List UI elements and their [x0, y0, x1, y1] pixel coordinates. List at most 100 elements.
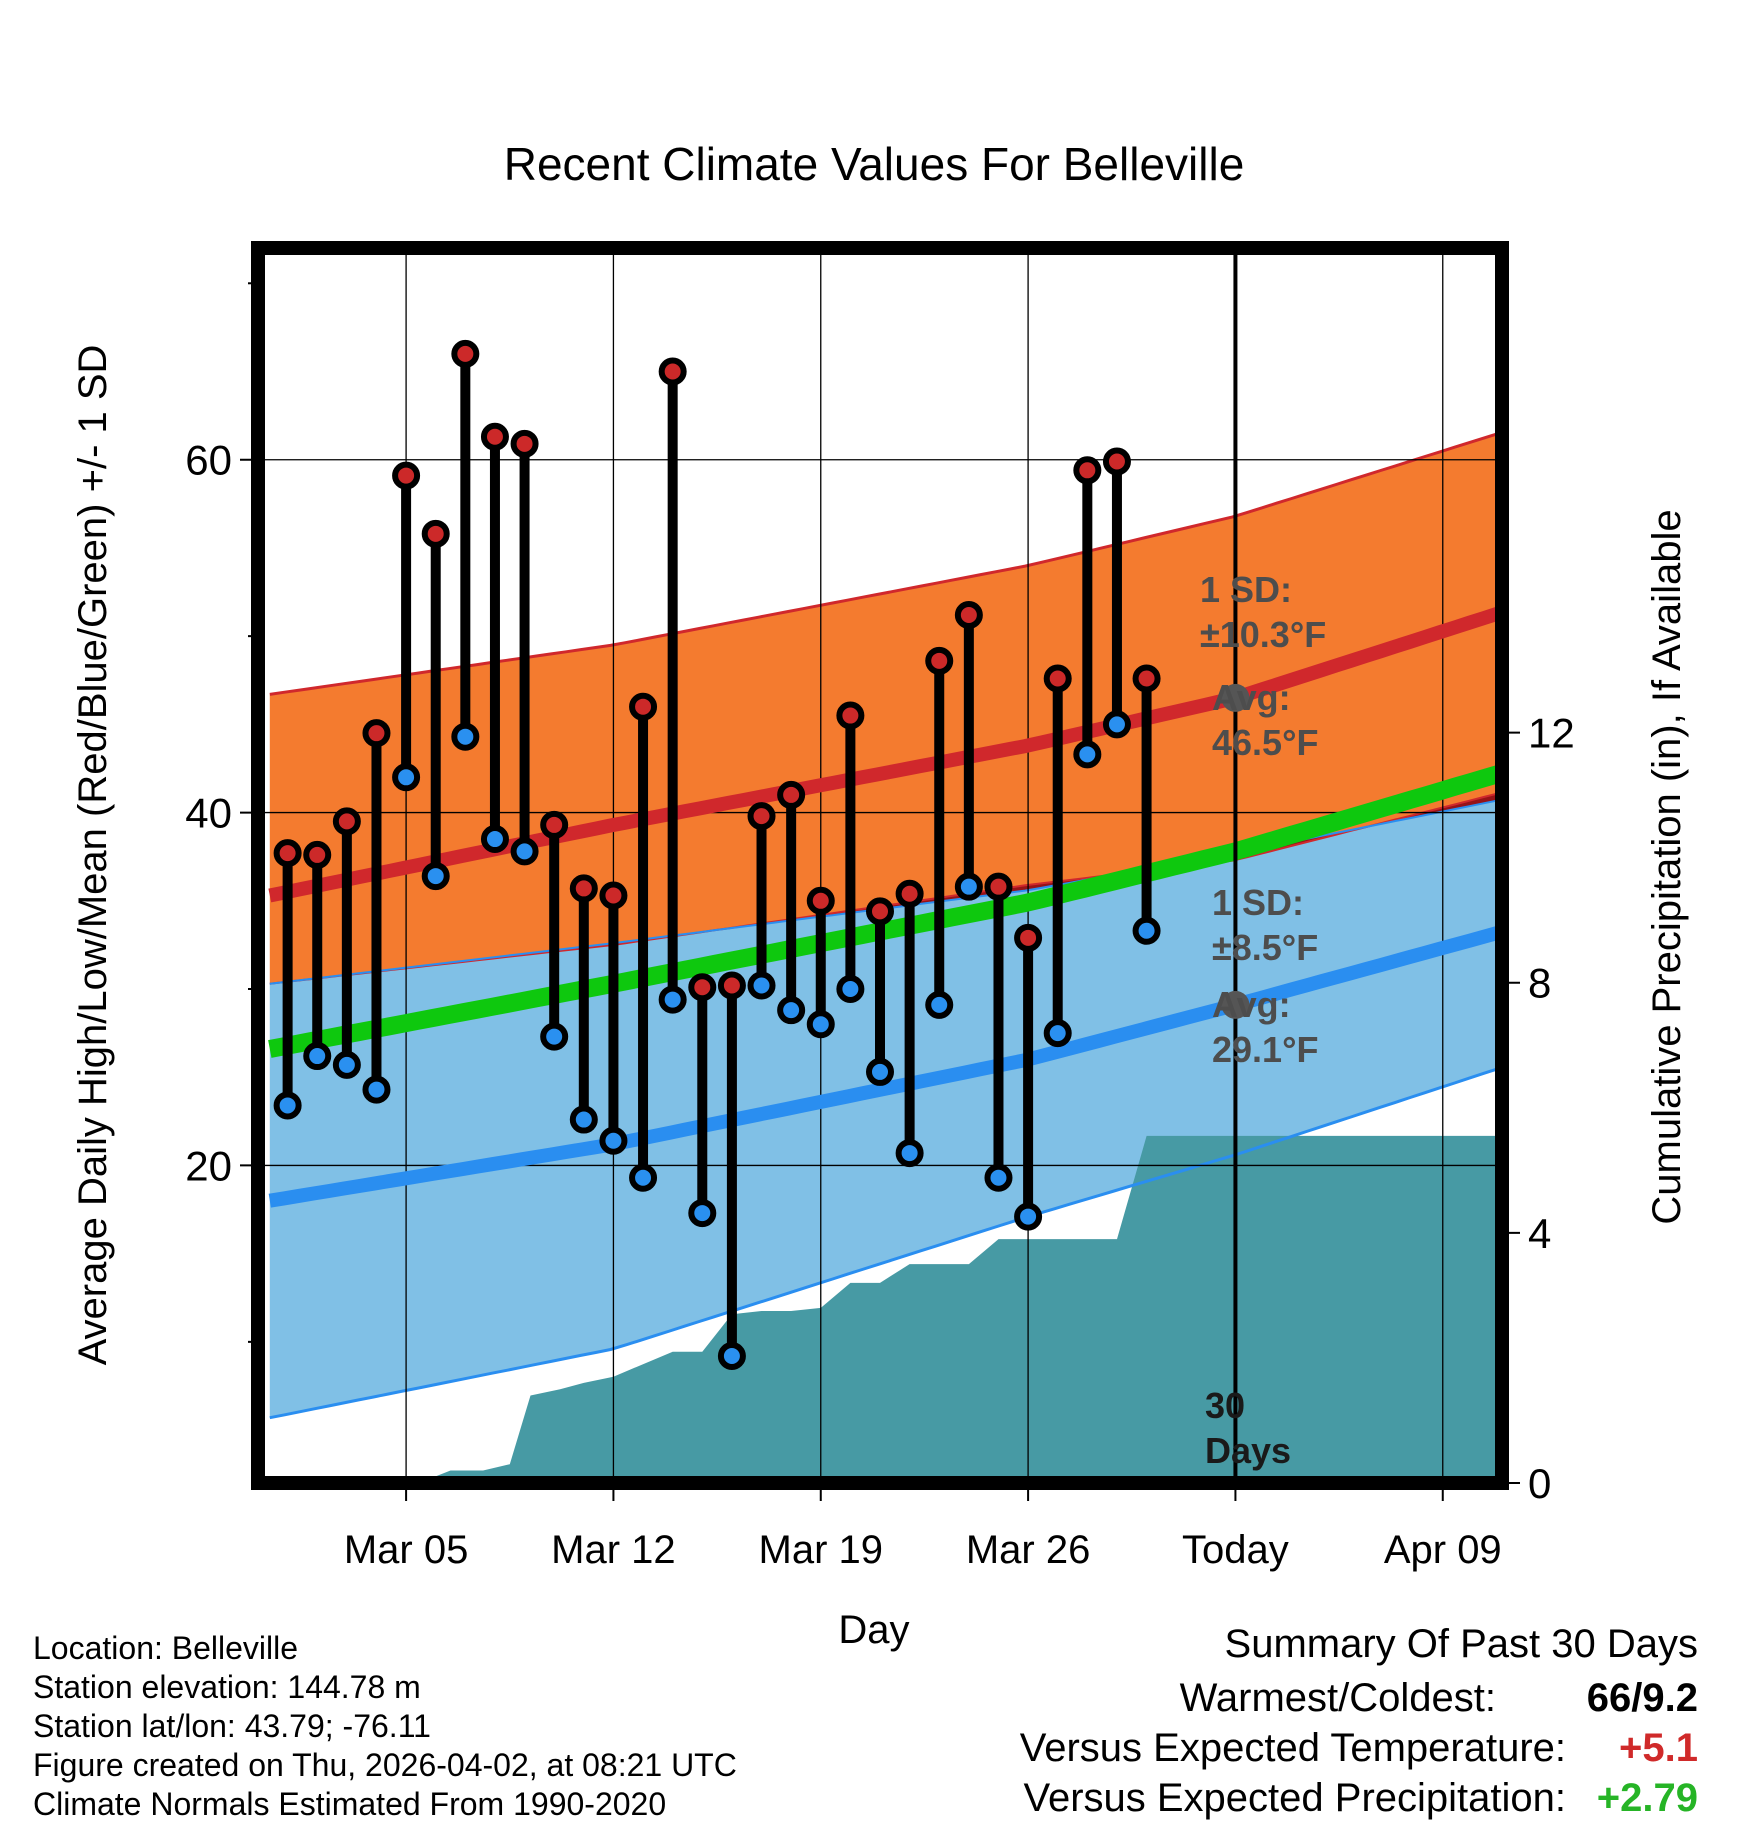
footer-location: Location: Belleville: [33, 1630, 299, 1666]
daily-low-point-14: [658, 985, 687, 1014]
daily-high-point-24: [954, 600, 983, 629]
summary-warm-cold-label: Warmest/Coldest:: [1179, 1676, 1496, 1720]
daily-low-point-15: [688, 1199, 717, 1228]
daily-low-point-16: [717, 1341, 746, 1370]
daily-high-point-15: [688, 973, 717, 1002]
daily-high-point-7: [451, 339, 480, 368]
daily-high-point-30: [1132, 664, 1161, 693]
normal-high-mean-line: [268, 606, 1502, 903]
daily-low-point-17: [747, 971, 776, 1000]
summary-title: Summary Of Past 30 Days: [1224, 1622, 1698, 1666]
plot-frame: [251, 241, 1509, 1490]
daily-low-point-4: [362, 1075, 391, 1104]
daily-high-point-29: [1102, 447, 1131, 476]
x-axis-label: Day: [838, 1608, 909, 1652]
daily-low-point-9: [510, 837, 539, 866]
normal-low-lower-edge: [269, 1066, 1500, 1420]
daily-low-point-11: [569, 1105, 598, 1134]
daily-low-point-20: [836, 975, 865, 1003]
daily-high-point-4: [362, 719, 391, 748]
footer-created: Figure created on Thu, 2026-04-02, at 08…: [33, 1747, 737, 1783]
summary-precip-value: +2.79: [1596, 1776, 1698, 1820]
daily-low-point-10: [540, 1022, 569, 1051]
daily-high-point-20: [836, 701, 865, 730]
daily-low-point-2: [303, 1042, 332, 1071]
high-avg-marker: [1221, 683, 1250, 712]
low-sd-label: 1 SD:: [1212, 882, 1304, 923]
daily-low-point-19: [806, 1010, 835, 1039]
high-avg-value: 46.5°F: [1212, 722, 1318, 763]
y-left-tick-label-20: 20: [185, 1142, 232, 1189]
x-tick-label-33: Today: [1182, 1528, 1289, 1572]
daily-high-point-2: [303, 840, 332, 869]
daily-low-point-1: [273, 1091, 302, 1120]
daily-high-point-5: [392, 461, 421, 490]
y-left-tick-label-60: 60: [185, 437, 232, 484]
daily-high-point-10: [540, 810, 569, 839]
days-word: Days: [1205, 1430, 1291, 1471]
daily-high-point-17: [747, 802, 776, 831]
low-avg-value: 29.1°F: [1212, 1029, 1318, 1070]
daily-high-point-8: [480, 422, 509, 451]
daily-high-point-23: [925, 646, 954, 675]
daily-low-point-26: [1014, 1202, 1043, 1231]
daily-high-point-22: [895, 879, 924, 908]
daily-high-point-26: [1014, 923, 1043, 952]
axes: 20 40 60 0 4 8 12 Mar 05 Mar 12 Mar 19 Mar 26 Today…: [185, 282, 1575, 1572]
daily-high-point-11: [569, 874, 598, 903]
daily-high-point-1: [273, 839, 302, 868]
low-avg-label: Avg:: [1212, 984, 1291, 1025]
daily-low-point-24: [954, 872, 983, 901]
daily-high-point-9: [510, 429, 539, 458]
y-axis-label-left: Average Daily High/Low/Mean (Red/Blue/Gr…: [71, 345, 115, 1366]
summary-warm-cold-value: 66/9.2: [1586, 1676, 1698, 1720]
daily-low-point-3: [332, 1050, 361, 1079]
daily-low-point-27: [1043, 1019, 1072, 1048]
summary-temp-label: Versus Expected Temperature:: [1019, 1726, 1566, 1770]
x-tick-label-5: Mar 05: [344, 1528, 469, 1572]
daily-low-point-25: [984, 1163, 1013, 1192]
days-number: 30: [1205, 1385, 1245, 1426]
high-sd-label: 1 SD:: [1200, 569, 1292, 610]
daily-high-point-14: [658, 357, 687, 386]
chart-title: Recent Climate Values For Belleville: [504, 138, 1245, 190]
summary-temp-value: +5.1: [1619, 1726, 1698, 1770]
daily-low-point-23: [925, 990, 954, 1019]
normal-high-upper-edge: [269, 431, 1500, 696]
x-tick-label-12: Mar 12: [551, 1528, 676, 1572]
daily-low-point-22: [895, 1139, 924, 1168]
y-axis-label-right: Cumulative Precipitation (in), If Availa…: [1645, 509, 1689, 1224]
daily-high-point-27: [1043, 664, 1072, 693]
daily-low-point-7: [451, 722, 480, 751]
daily-low-point-29: [1102, 710, 1131, 739]
daily-high-point-19: [806, 886, 835, 915]
summary-precip-label: Versus Expected Precipitation:: [1023, 1776, 1566, 1820]
daily-high-point-16: [717, 971, 746, 1000]
normal-low-mean-line: [268, 925, 1501, 1208]
y-right-tick-label-4: 4: [1528, 1210, 1551, 1257]
normal-low-sd-band: [269, 800, 1499, 1418]
y-right-tick-label-8: 8: [1528, 960, 1551, 1007]
high-avg-label: Avg:: [1212, 677, 1291, 718]
x-tick-label-19: Mar 19: [759, 1528, 884, 1572]
high-sd-value: ±10.3°F: [1200, 614, 1326, 655]
y-right-tick-label-12: 12: [1528, 710, 1575, 757]
precipitation-area: [269, 1135, 1499, 1483]
daily-high-point-12: [599, 881, 628, 910]
daily-low-point-5: [392, 763, 421, 792]
x-tick-label-26: Mar 26: [966, 1528, 1091, 1572]
footer-normals: Climate Normals Estimated From 1990-2020: [33, 1786, 667, 1822]
daily-high-point-13: [629, 692, 658, 721]
annotations: 1 SD: ±10.3°F Avg: 46.5°F 1 SD: ±8.5°F A…: [1200, 569, 1326, 1471]
daily-high-point-6: [421, 519, 450, 548]
daily-low-point-13: [629, 1163, 658, 1192]
daily-low-point-6: [421, 862, 450, 891]
normal-high-sd-band: [269, 433, 1499, 984]
daily-low-point-8: [480, 825, 509, 854]
daily-low-point-21: [866, 1057, 894, 1086]
daily-high-point-18: [777, 780, 806, 809]
x-tick-label-40: Apr 09: [1384, 1528, 1502, 1572]
plot-area: [258, 248, 1502, 1483]
daily-low-point-12: [599, 1126, 628, 1155]
